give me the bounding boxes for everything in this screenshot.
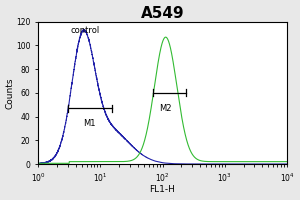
Title: A549: A549 [141,6,184,21]
Y-axis label: Counts: Counts [6,77,15,109]
Text: M1: M1 [83,119,96,128]
Text: control: control [70,26,100,35]
X-axis label: FL1-H: FL1-H [150,185,175,194]
Text: M2: M2 [159,104,172,113]
